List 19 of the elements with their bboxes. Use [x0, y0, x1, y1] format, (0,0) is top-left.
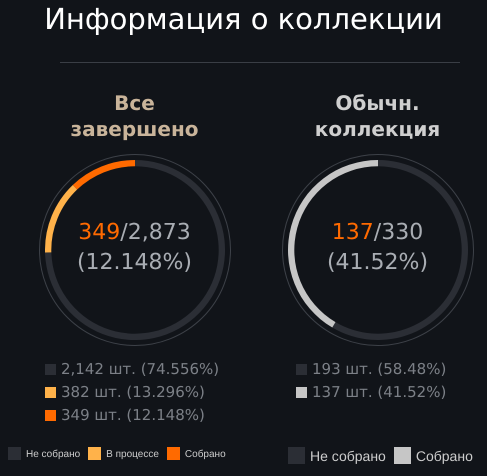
chart-title: Информация о коллекции [43, 2, 444, 36]
text: (12.148%) [76, 249, 194, 277]
text: 349 шт. (12.148%) [60, 405, 206, 426]
text: 137 шт. (41.52%) [311, 382, 448, 403]
chart-subtitle: Обычн. коллекция [314, 90, 442, 143]
legend-label: Не собрано [309, 448, 386, 464]
text: 2,142 шт. (74.556%) [60, 359, 220, 380]
text: /330 [374, 220, 424, 245]
legend-label: Собрано [184, 449, 226, 460]
chart-subtitle: Все завершено [69, 90, 200, 143]
legend-label: В процессе [105, 449, 159, 460]
text: 193 шт. (58.48%) [311, 359, 448, 380]
text: 382 шт. (13.296%) [60, 382, 206, 403]
text: /2,873 [120, 220, 191, 245]
text: 137 [332, 220, 374, 245]
legend-label: Собрано [414, 448, 473, 464]
legend-label: Не собрано [25, 449, 80, 460]
text: 349 [78, 220, 120, 245]
text: (41.52%) [326, 249, 430, 277]
